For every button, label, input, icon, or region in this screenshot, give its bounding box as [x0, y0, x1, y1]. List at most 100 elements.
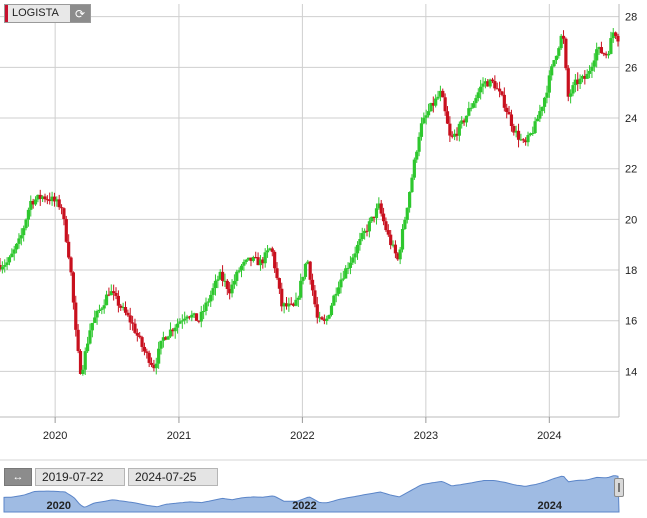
symbol-selector[interactable]: LOGISTA ⟳	[4, 4, 91, 23]
candle	[358, 232, 362, 251]
candle	[48, 192, 52, 205]
range-start-field[interactable]: 2019-07-22	[35, 468, 125, 486]
candle	[211, 283, 215, 301]
candle	[573, 73, 577, 93]
candle	[128, 307, 132, 331]
x-tick-label: 2024	[537, 430, 561, 442]
candle	[62, 207, 66, 226]
candle	[462, 118, 466, 126]
candle	[502, 87, 506, 112]
candle	[197, 320, 201, 324]
candle	[590, 62, 594, 78]
candle	[597, 46, 601, 55]
range-end-field[interactable]: 2024-07-25	[128, 468, 218, 486]
candle	[336, 281, 341, 297]
candle	[59, 204, 64, 215]
candle	[140, 335, 144, 352]
candle	[476, 88, 480, 102]
candle	[332, 294, 336, 306]
candle	[545, 85, 549, 104]
candle	[448, 116, 452, 142]
candle	[107, 287, 111, 297]
x-tick-label: 2021	[167, 430, 191, 442]
candle	[90, 322, 94, 338]
candle	[202, 304, 206, 320]
candle	[346, 262, 350, 275]
candle	[31, 198, 35, 209]
candle	[467, 101, 471, 117]
candle	[540, 106, 544, 116]
candle	[398, 246, 402, 265]
candle	[531, 126, 535, 136]
candle	[159, 340, 163, 355]
grip-icon	[618, 483, 620, 492]
candle	[436, 90, 440, 100]
candle	[26, 207, 31, 227]
x-tick-label: 2022	[290, 430, 314, 442]
candle	[161, 331, 165, 348]
candle	[325, 315, 329, 325]
candle	[14, 242, 19, 254]
candle	[275, 262, 279, 280]
y-tick-label: 28	[625, 12, 637, 24]
candle	[552, 60, 556, 68]
candle	[533, 117, 537, 134]
candle	[313, 285, 317, 308]
candle	[239, 263, 244, 278]
candle	[557, 46, 561, 59]
candle	[486, 79, 490, 87]
navigator-scroll-handle[interactable]	[614, 478, 624, 497]
candle	[550, 64, 554, 81]
candle	[180, 314, 184, 329]
refresh-icon[interactable]: ⟳	[70, 5, 90, 22]
candle	[206, 298, 210, 307]
candle	[528, 132, 532, 137]
candle	[353, 246, 357, 265]
candle	[410, 174, 414, 193]
candle	[561, 30, 566, 44]
candle	[355, 241, 360, 260]
candle	[566, 65, 570, 102]
candle	[232, 274, 237, 289]
candle	[505, 103, 509, 119]
candle	[294, 292, 298, 307]
candle	[412, 157, 416, 180]
candle	[135, 328, 139, 342]
navigator-tick-label: 2022	[292, 500, 316, 512]
candle	[83, 347, 87, 375]
candle	[400, 224, 405, 253]
candle	[213, 274, 218, 296]
candle	[301, 276, 305, 285]
candle	[5, 257, 9, 270]
candle	[67, 234, 71, 260]
candle	[547, 70, 551, 98]
candle	[157, 341, 161, 369]
candle	[190, 310, 194, 322]
candle	[258, 255, 263, 271]
candle	[576, 72, 580, 92]
candle	[256, 252, 260, 266]
candle	[41, 195, 45, 203]
candle	[587, 65, 592, 79]
candle	[104, 290, 109, 306]
candle	[261, 256, 265, 269]
candle	[183, 311, 187, 325]
range-arrows-icon[interactable]: ↔	[4, 468, 32, 486]
candle	[391, 240, 395, 248]
navigator-area	[3, 475, 620, 513]
candle	[585, 69, 589, 79]
candle	[50, 191, 54, 206]
candle	[55, 196, 59, 207]
candle	[351, 253, 355, 265]
candle	[512, 123, 516, 136]
candle	[602, 52, 606, 57]
candle	[580, 74, 585, 83]
candle	[289, 297, 293, 306]
candle	[95, 309, 99, 325]
candle	[81, 365, 85, 376]
candle	[426, 103, 431, 118]
candle	[133, 318, 137, 334]
candle	[121, 302, 125, 311]
candle	[93, 310, 97, 324]
candle	[171, 328, 175, 337]
